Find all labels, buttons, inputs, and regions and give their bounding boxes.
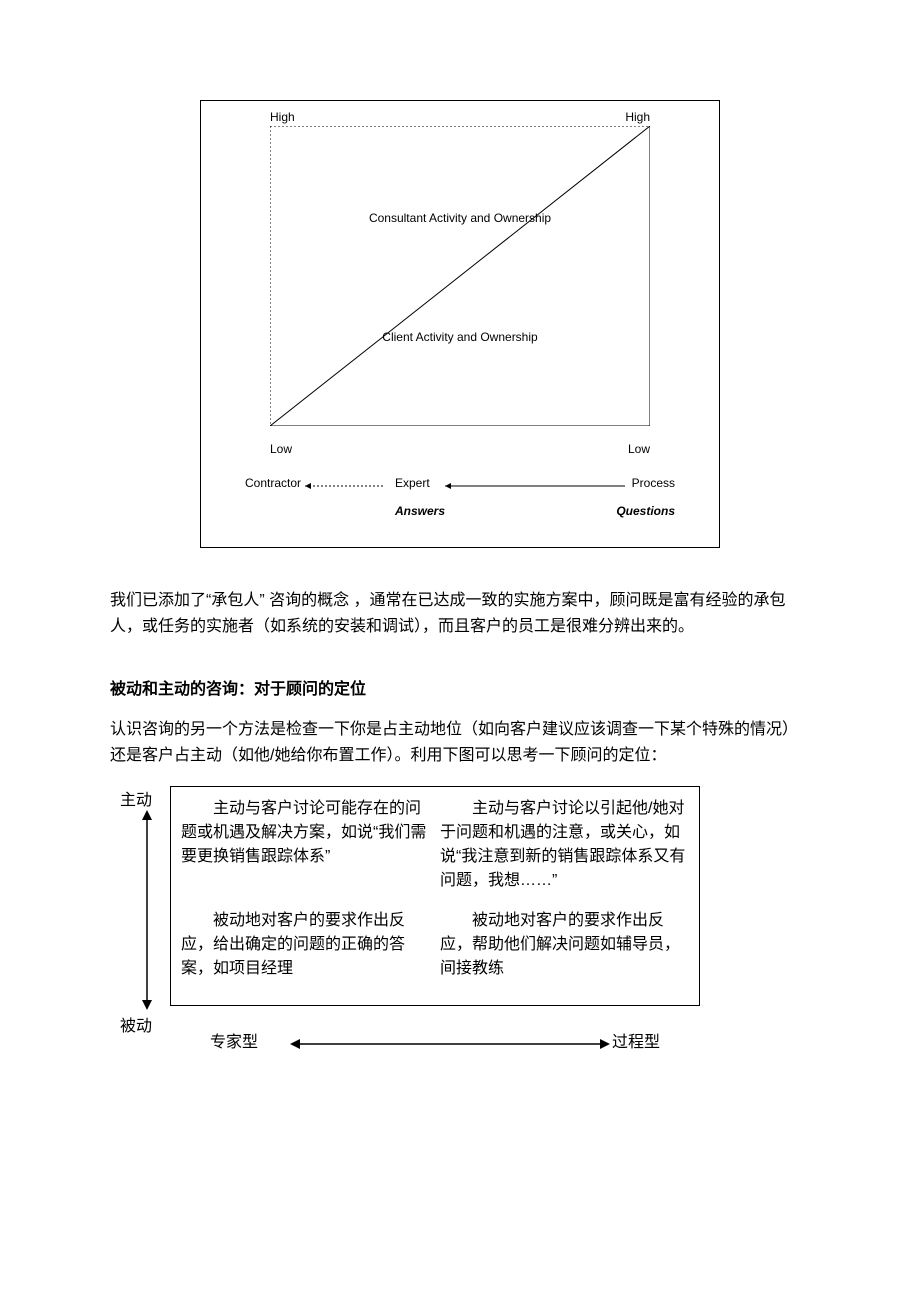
chart1-answers-label: Answers	[395, 504, 445, 518]
chart1-plot-area: High High Low Low Consultant Activity an…	[270, 116, 650, 436]
chart1-label-high-left: High	[270, 110, 295, 124]
para-positioning-intro: 认识咨询的另一个方法是检查一下你是占主动地位（如向客户建议应该调查一下某个特殊的…	[110, 717, 810, 768]
chart2-cell-proactive-expert: 主动与客户讨论可能存在的问题或机遇及解决方案，如说“我们需要更换销售跟踪体系”	[181, 797, 430, 893]
chart1-label-low-left: Low	[270, 442, 292, 456]
chart2-ylabel-reactive: 被动	[120, 1012, 152, 1036]
chart2-y-arrow	[140, 810, 154, 1010]
chart1-questions-label: Questions	[616, 504, 675, 518]
chart1-label-low-right: Low	[628, 442, 650, 456]
chart1-lower-text: Client Activity and Ownership	[382, 330, 537, 344]
chart1-xlabel-expert: Expert	[395, 476, 430, 490]
chart2-grid: 主动与客户讨论可能存在的问题或机遇及解决方案，如说“我们需要更换销售跟踪体系” …	[170, 786, 700, 1006]
chart1-xlabel-process: Process	[632, 476, 675, 490]
chart2-ylabel-proactive: 主动	[120, 786, 152, 810]
consultant-positioning-matrix: 主动 被动 主动与客户讨论可能存在的问题或机遇及解决方案，如说“我们需要更换销售…	[170, 786, 770, 1058]
chart1-xlabel-contractor: Contractor	[245, 476, 301, 490]
chart2-x-axis: 专家型 过程型	[170, 1018, 700, 1058]
chart2-cell-proactive-process: 主动与客户讨论以引起他/她对于问题和机遇的注意，或关心，如说“我注意到新的销售跟…	[440, 797, 689, 893]
consultant-activity-chart: High High Low Low Consultant Activity an…	[200, 100, 720, 548]
chart2-cell-reactive-expert: 被动地对客户的要求作出反应，给出确定的问题的正确的答案，如项目经理	[181, 909, 430, 981]
chart2-xlabel-expert: 专家型	[210, 1028, 258, 1052]
heading-reactive-proactive: 被动和主动的咨询：对于顾问的定位	[110, 675, 810, 699]
chart1-label-high-right: High	[625, 110, 650, 124]
chart2-cell-reactive-process: 被动地对客户的要求作出反应，帮助他们解决问题如辅导员，间接教练	[440, 909, 689, 981]
chart2-x-arrow	[290, 1038, 610, 1050]
chart2-xlabel-process: 过程型	[612, 1028, 660, 1052]
chart1-upper-text: Consultant Activity and Ownership	[369, 211, 551, 225]
chart1-axis-arrows	[245, 481, 675, 491]
para-contractor-concept: 我们已添加了“承包人” 咨询的概念 ，通常在已达成一致的实施方案中，顾问既是富有…	[110, 588, 810, 639]
chart1-lines-svg	[270, 126, 650, 426]
chart1-x-axis: Contractor Expert Process Answers Questi…	[245, 476, 675, 522]
chart2-y-axis: 主动 被动	[110, 786, 160, 1036]
